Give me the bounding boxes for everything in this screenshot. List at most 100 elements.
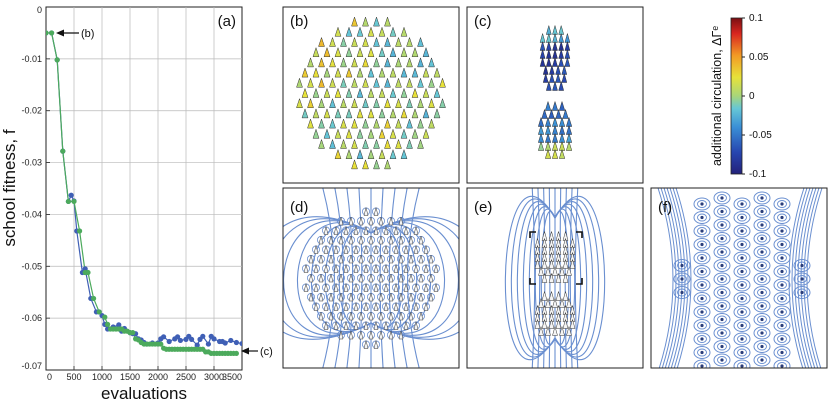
- vortex-ring: [693, 278, 711, 292]
- fish-marker: [348, 292, 354, 302]
- vortex-core: [700, 350, 704, 355]
- vortex-ring-inner: [697, 200, 707, 208]
- fish-marker: [433, 264, 439, 273]
- fish-marker: [439, 97, 446, 108]
- streamline: [370, 216, 459, 340]
- vortex-ring-inner: [757, 261, 767, 270]
- vortex-core: [780, 323, 784, 328]
- fish-marker: [545, 56, 552, 67]
- annotation-b-arrow: [56, 29, 79, 37]
- fish-marker: [408, 273, 414, 283]
- fish-marker: [400, 46, 408, 57]
- fish-marker: [307, 57, 314, 68]
- fish-marker: [345, 67, 353, 78]
- fish-marker: [413, 226, 419, 235]
- fish-marker: [389, 26, 397, 37]
- fish-marker: [362, 57, 369, 68]
- fish-marker: [340, 77, 347, 88]
- fish-marker: [373, 36, 380, 47]
- fish-marker: [345, 148, 353, 159]
- fish-marker: [318, 254, 324, 264]
- vortex-ring-inner: [737, 200, 747, 208]
- fish-marker: [384, 57, 391, 68]
- vortex-ring: [773, 197, 791, 211]
- colorbar-tick-3: -0.05: [749, 130, 772, 141]
- vortex-core: [720, 290, 724, 295]
- annotation-c-arrow: [241, 347, 258, 355]
- fish-marker: [561, 72, 568, 83]
- streamline: [397, 188, 408, 368]
- vortex-core: [760, 263, 764, 268]
- fish-marker: [403, 302, 409, 311]
- fish-marker: [544, 148, 552, 159]
- fish-marker: [400, 87, 408, 98]
- fish-marker: [363, 226, 369, 235]
- series-1-point: [158, 341, 164, 347]
- fish-marker: [329, 97, 336, 108]
- vortex-ring: [713, 232, 731, 245]
- fish-marker: [389, 128, 397, 139]
- fish-marker: [334, 87, 342, 98]
- fish-marker: [406, 57, 413, 68]
- fish-marker: [373, 118, 380, 129]
- fish-marker: [545, 265, 551, 276]
- fish-marker: [333, 264, 339, 273]
- series-1-point: [65, 198, 71, 205]
- fish-marker: [343, 245, 349, 254]
- fish-marker: [423, 264, 429, 273]
- fish-marker: [312, 67, 320, 78]
- vortex-core: [780, 256, 784, 260]
- vortex-ring: [753, 286, 771, 299]
- fish-marker: [334, 108, 342, 119]
- fish-marker: [373, 97, 380, 108]
- fish-marker: [301, 67, 309, 78]
- panel-label-a: (a): [218, 13, 236, 30]
- fish-marker: [559, 325, 565, 336]
- fish-marker: [388, 311, 394, 321]
- vortex-ring-inner: [697, 335, 707, 343]
- fish-marker: [338, 311, 344, 321]
- fish-marker: [383, 226, 389, 235]
- fish-marker: [301, 87, 309, 98]
- vortex-core: [700, 364, 704, 368]
- streamline: [516, 201, 556, 355]
- series-1-point: [102, 314, 108, 320]
- streamline: [548, 188, 551, 368]
- fish-marker: [393, 321, 399, 330]
- vortex-ring-inner: [757, 275, 767, 283]
- fish-marker: [363, 302, 369, 311]
- vortex-ring: [693, 224, 711, 238]
- fish-marker: [368, 330, 374, 340]
- fish-marker: [551, 100, 559, 111]
- fish-marker: [552, 80, 558, 91]
- fish-marker: [389, 67, 397, 78]
- x-axis-label: evaluations: [101, 384, 187, 403]
- vortex-core: [720, 250, 724, 254]
- vortex-ring: [733, 197, 751, 211]
- fish-marker: [362, 16, 369, 27]
- fish-marker: [296, 97, 303, 108]
- fish-marker: [395, 118, 402, 129]
- vortex-ring-inner: [697, 281, 707, 289]
- fish-marker: [534, 258, 541, 269]
- vortex-ring-inner: [737, 294, 747, 303]
- fish-marker: [378, 273, 384, 283]
- vortex-ring-inner: [697, 213, 707, 222]
- fish-marker: [422, 108, 430, 119]
- vortex-ring: [773, 265, 791, 278]
- panel-f-vortices: [680, 196, 804, 368]
- vortex-ring: [713, 218, 731, 232]
- vortex-ring-inner: [777, 200, 787, 208]
- fish-marker: [356, 67, 364, 78]
- fish-marker: [393, 283, 399, 292]
- vortex-ring-inner: [717, 315, 727, 324]
- vortex-ring: [733, 305, 751, 319]
- series-0-point: [175, 334, 181, 340]
- streamline: [370, 218, 459, 338]
- fish-marker: [378, 292, 384, 302]
- fish-marker: [362, 138, 369, 149]
- fish-marker: [351, 77, 358, 88]
- vortex-core: [800, 263, 804, 268]
- fish-marker: [403, 321, 409, 330]
- vortex-ring: [693, 292, 711, 305]
